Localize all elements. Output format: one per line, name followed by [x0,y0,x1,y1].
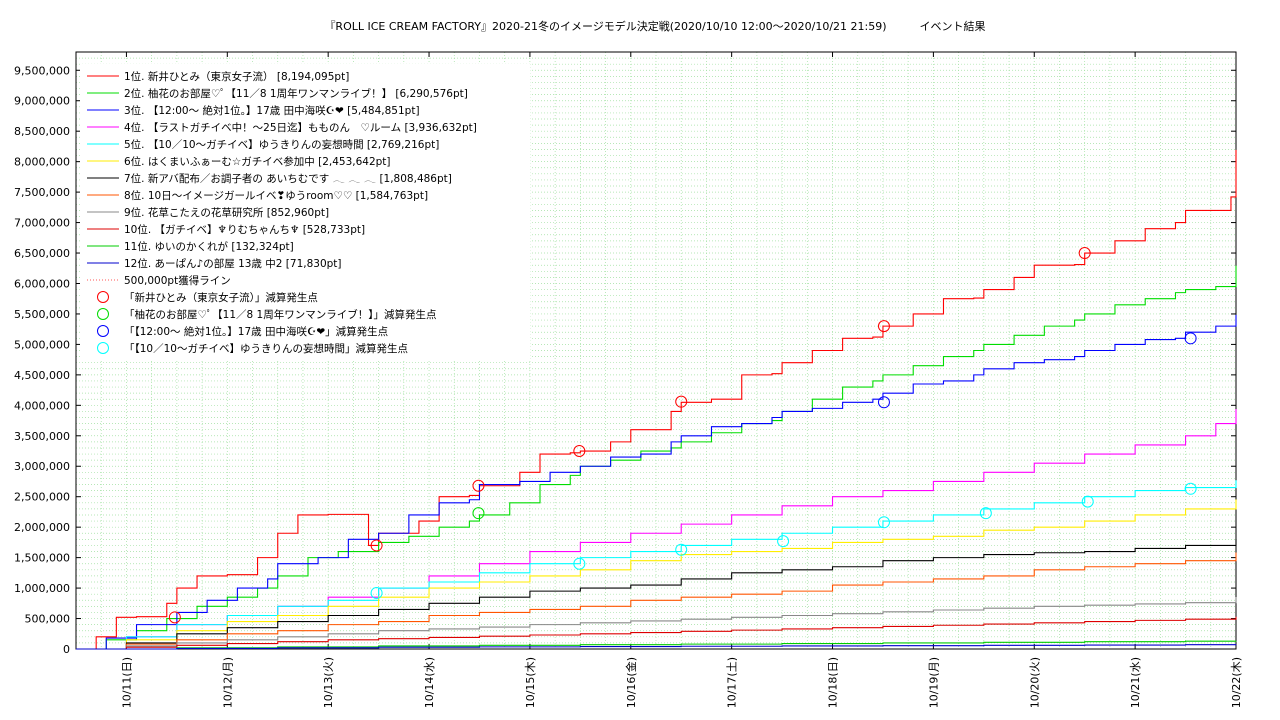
deduction-marker [573,557,586,570]
y-tick-label: 6,500,000 [14,247,70,260]
x-tick-label: 10/11(日) [120,657,133,708]
y-tick-label: 9,000,000 [14,95,70,108]
legend-entry: 6位. はくまいふぁーむ☆ガチイベ参加中 [2,453,642pt] [124,155,391,168]
deduction-marker [777,535,790,548]
y-tick-label: 5,000,000 [14,338,70,351]
legend-marker [97,342,109,354]
deduction-marker [675,395,688,408]
y-tick-label: 500,000 [25,613,71,626]
y-tick-label: 7,000,000 [14,217,70,230]
legend-background [80,64,530,360]
deduction-marker [168,611,181,624]
legend-entry: 1位. 新井ひとみ（東京女子流） [8,194,095pt] [124,70,349,83]
series-line [76,538,1237,650]
x-tick-label: 10/14(水) [423,657,436,708]
deduction-marker [877,396,890,409]
deduction-marker [472,507,485,520]
legend-entry: 5位. 【10／10〜ガチイベ】ゆうきりんの妄想時間 [2,769,216pt] [124,138,439,151]
plot-frame [75,51,1237,650]
x-tick-label: 10/20(火) [1028,657,1041,708]
x-tick-label: 10/12(月) [221,657,234,708]
series-line [76,644,1237,650]
y-tick-label: 3,000,000 [14,460,70,473]
deduction-marker [1078,247,1091,260]
legend-entry: 9位. 花草こたえの花草研究所 [852,960pt] [124,206,329,219]
chart-title: 『ROLL ICE CREAM FACTORY』2020-21冬のイメージモデル… [324,19,985,33]
series-lines [76,149,1237,650]
y-tick-label: 9,500,000 [14,64,70,77]
y-tick-label: 8,000,000 [14,156,70,169]
deduction-marker [472,479,485,492]
legend-entry: 10位. 【ガチイベ】♆りむちゃんち♆ [528,733pt] [124,223,365,236]
x-tick-label: 10/13(火) [322,657,335,708]
deduction-marker [573,445,586,458]
legend-entry: 4位. 【ラストガチイベ中！〜25日迄】もものん ♡ルーム [3,936,632… [124,121,477,134]
y-tick-label: 8,500,000 [14,125,70,138]
y-tick-label: 4,000,000 [14,399,70,412]
deduction-marker [877,320,890,333]
x-tick-label: 10/16(金) [624,657,638,708]
legend-marker [97,291,109,303]
series-line [76,597,1237,650]
series-line [76,616,1237,650]
legend-entry-marker: 「柚花のお部屋♡ﾟ【11／8 1周年ワンマンライブ！】」減算発生点 [124,308,436,321]
x-tick-label: 10/15(木) [524,657,537,708]
deduction-marker [675,543,688,556]
deduction-marker [1081,495,1094,508]
legend-marker [97,308,109,320]
legend-entry: 7位. 新アバ配布／お調子者の あいちむです 𓂃 𓂃 𓂃 [1,808,486p… [124,172,452,185]
y-tick-label: 5,500,000 [14,308,70,321]
legend-entry: 3位. 【12:00〜 絶対1位。】17歳 田中海咲☪︎❤︎ [5,484,85… [124,104,420,117]
x-tick-label: 10/22(木) [1230,657,1243,708]
y-tick-label: 0 [63,643,70,656]
deduction-marker [979,507,992,520]
y-tick-label: 1,000,000 [14,582,70,595]
x-tick-label: 10/17(土) [726,657,739,708]
y-tick-label: 2,500,000 [14,491,70,504]
y-tick-label: 2,000,000 [14,521,70,534]
legend-entry-marker: 「【12:00〜 絶対1位。】17歳 田中海咲☪︎❤︎」減算発生点 [124,325,388,338]
legend-entry-reference: 500,000pt獲得ライン [124,274,231,287]
x-tick-label: 10/18(日) [827,657,840,708]
legend: 1位. 新井ひとみ（東京女子流） [8,194,095pt] 2位. 柚花のお部屋… [87,70,477,355]
legend-entry: 11位. ゆいのかくれが [132,324pt] [124,240,294,253]
deduction-markers [168,247,1197,624]
series-line [76,640,1237,650]
series-line [76,480,1237,650]
deduction-marker [877,516,890,529]
y-tick-label: 1,500,000 [14,552,70,565]
y-tick-label: 6,000,000 [14,277,70,290]
x-tick-label: 10/19(月) [927,657,940,708]
y-tick-label: 4,500,000 [14,369,70,382]
series-line [76,499,1237,650]
series-line [76,552,1237,650]
y-tick-label: 7,500,000 [14,186,70,199]
legend-marker [97,325,109,337]
y-tick-label: 3,500,000 [14,430,70,443]
legend-entry: 12位. あーぱん♪の部屋 13歳 中2 [71,830pt] [124,257,342,270]
x-tick-label: 10/21(水) [1129,657,1142,708]
legend-entry-marker: 「【10／10〜ガチイベ】ゆうきりんの妄想時間」減算発生点 [124,342,408,355]
series-line [76,314,1237,650]
series-line [76,149,1237,650]
grid [76,52,1236,649]
deduction-marker [370,539,383,552]
legend-entry: 8位. 10日〜イメージガールイベ❣ゆうroom♡♡ [1,584,763pt] [124,189,428,202]
legend-entry-marker: 「新井ひとみ（東京女子流）」減算発生点 [124,291,318,304]
deduction-marker [1184,332,1197,345]
deduction-marker [370,586,383,599]
legend-entry: 2位. 柚花のお部屋♡ﾟ【11／8 1周年ワンマンライブ！】 [6,290,57… [124,87,468,100]
deduction-marker [1184,482,1197,495]
axes: 0 500,000 1,000,000 1,500,000 2,000,000 2,500… [14,51,1243,708]
